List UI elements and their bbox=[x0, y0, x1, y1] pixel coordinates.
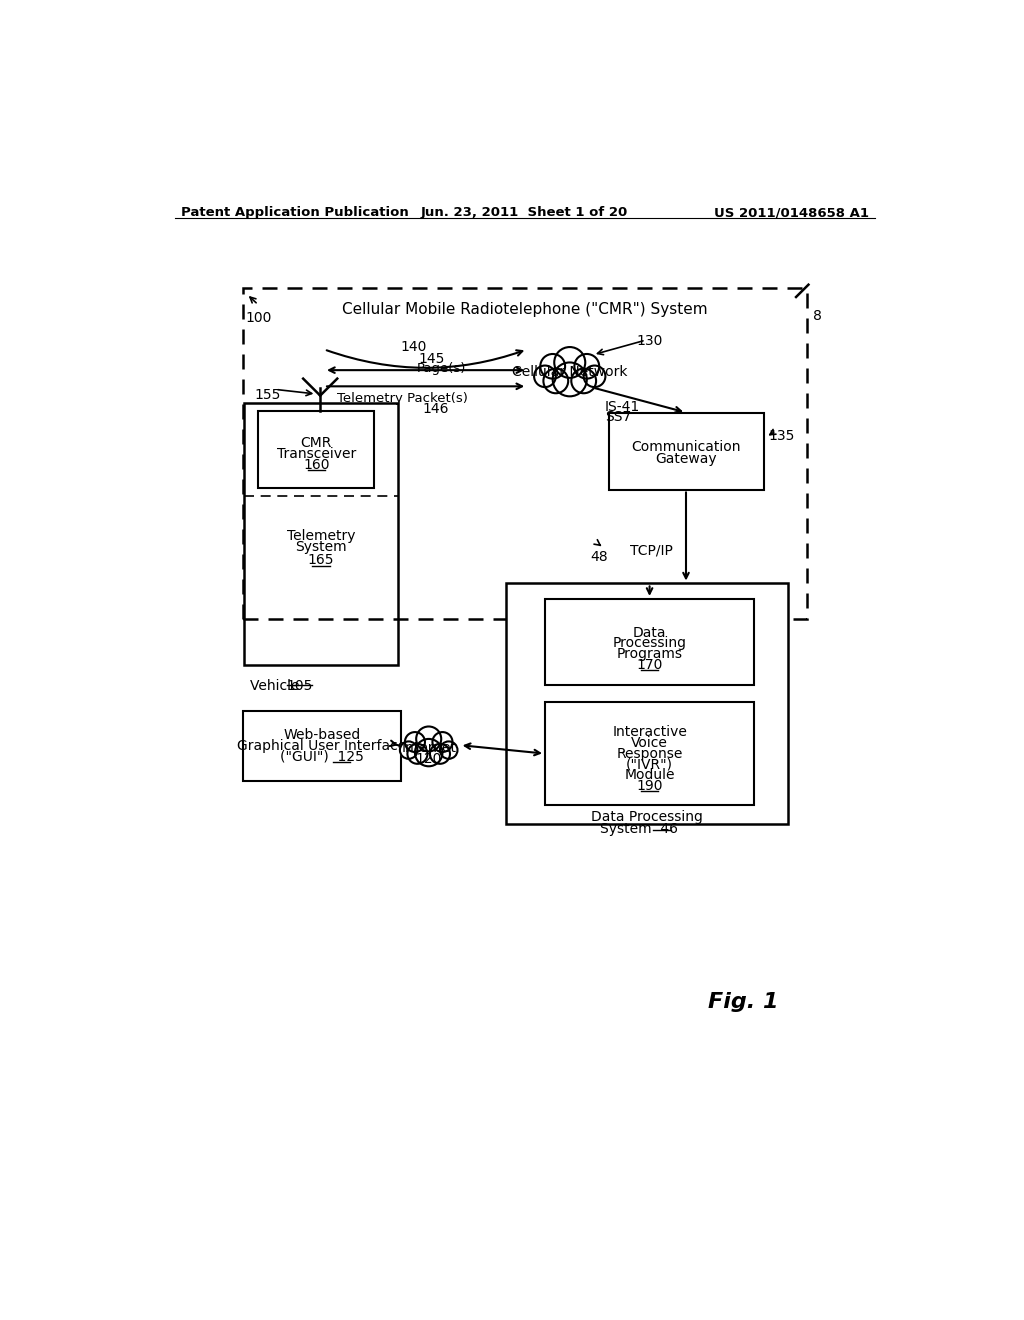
FancyBboxPatch shape bbox=[243, 711, 400, 780]
Text: 170: 170 bbox=[636, 659, 663, 672]
Text: Internet: Internet bbox=[401, 742, 457, 755]
Text: 165: 165 bbox=[308, 553, 334, 566]
Text: Processing: Processing bbox=[612, 636, 686, 651]
Circle shape bbox=[416, 726, 441, 751]
Text: 140: 140 bbox=[400, 341, 427, 354]
Circle shape bbox=[574, 354, 599, 379]
Text: 130: 130 bbox=[636, 334, 663, 348]
Text: 48: 48 bbox=[590, 549, 607, 564]
Circle shape bbox=[440, 742, 458, 759]
Text: System  46: System 46 bbox=[600, 822, 679, 836]
Circle shape bbox=[404, 733, 425, 752]
Circle shape bbox=[584, 366, 605, 387]
Text: System: System bbox=[295, 540, 347, 554]
Text: 8: 8 bbox=[813, 309, 822, 323]
Text: ("IVR"): ("IVR") bbox=[626, 758, 673, 771]
Text: SS7: SS7 bbox=[604, 411, 631, 424]
Text: Interactive: Interactive bbox=[612, 725, 687, 739]
Text: 146: 146 bbox=[423, 401, 449, 416]
FancyBboxPatch shape bbox=[258, 411, 375, 488]
Text: 190: 190 bbox=[636, 779, 663, 793]
Text: 120: 120 bbox=[416, 752, 442, 766]
Text: Module: Module bbox=[625, 768, 675, 783]
Text: Vehicle: Vehicle bbox=[251, 678, 308, 693]
Text: ("GUI")  125: ("GUI") 125 bbox=[280, 750, 364, 764]
Circle shape bbox=[415, 739, 442, 767]
Text: 160: 160 bbox=[303, 458, 330, 471]
Circle shape bbox=[535, 366, 556, 387]
Text: Page(s): Page(s) bbox=[417, 362, 466, 375]
Text: 145: 145 bbox=[419, 352, 445, 367]
Text: IS-41: IS-41 bbox=[604, 400, 640, 414]
Circle shape bbox=[544, 368, 568, 393]
Text: 105: 105 bbox=[287, 678, 313, 693]
Circle shape bbox=[430, 744, 450, 764]
Text: Cellular Network: Cellular Network bbox=[512, 366, 628, 379]
Text: Jun. 23, 2011  Sheet 1 of 20: Jun. 23, 2011 Sheet 1 of 20 bbox=[421, 206, 629, 219]
Text: Response: Response bbox=[616, 747, 683, 760]
Text: Voice: Voice bbox=[631, 735, 668, 750]
FancyBboxPatch shape bbox=[506, 583, 788, 824]
Circle shape bbox=[541, 354, 565, 379]
Text: Communication: Communication bbox=[631, 440, 740, 454]
FancyBboxPatch shape bbox=[545, 702, 755, 805]
Text: Data: Data bbox=[633, 626, 667, 640]
Text: Web-based: Web-based bbox=[283, 729, 360, 742]
Text: Programs: Programs bbox=[616, 647, 683, 661]
Text: Data Processing: Data Processing bbox=[591, 810, 703, 824]
Text: Telemetry: Telemetry bbox=[287, 529, 355, 543]
Text: 100: 100 bbox=[246, 312, 272, 325]
FancyBboxPatch shape bbox=[608, 412, 764, 490]
Circle shape bbox=[408, 744, 427, 764]
Text: Patent Application Publication: Patent Application Publication bbox=[180, 206, 409, 219]
Text: Gateway: Gateway bbox=[655, 451, 717, 466]
Text: Cellular Mobile Radiotelephone ("CMR") System: Cellular Mobile Radiotelephone ("CMR") S… bbox=[342, 302, 708, 317]
Text: Fig. 1: Fig. 1 bbox=[708, 991, 778, 1011]
Circle shape bbox=[554, 347, 586, 378]
Text: US 2011/0148658 A1: US 2011/0148658 A1 bbox=[714, 206, 869, 219]
Circle shape bbox=[553, 363, 587, 396]
Circle shape bbox=[432, 733, 453, 752]
Text: Telemetry Packet(s): Telemetry Packet(s) bbox=[337, 392, 468, 405]
Text: CMR: CMR bbox=[301, 437, 332, 450]
Text: Graphical User Interface: Graphical User Interface bbox=[238, 739, 407, 752]
Circle shape bbox=[571, 368, 596, 393]
Circle shape bbox=[400, 742, 418, 759]
Text: 135: 135 bbox=[768, 429, 795, 444]
Text: Transceiver: Transceiver bbox=[276, 447, 356, 461]
Text: TCP/IP: TCP/IP bbox=[630, 544, 673, 557]
FancyBboxPatch shape bbox=[545, 599, 755, 685]
Text: 155: 155 bbox=[254, 388, 281, 401]
